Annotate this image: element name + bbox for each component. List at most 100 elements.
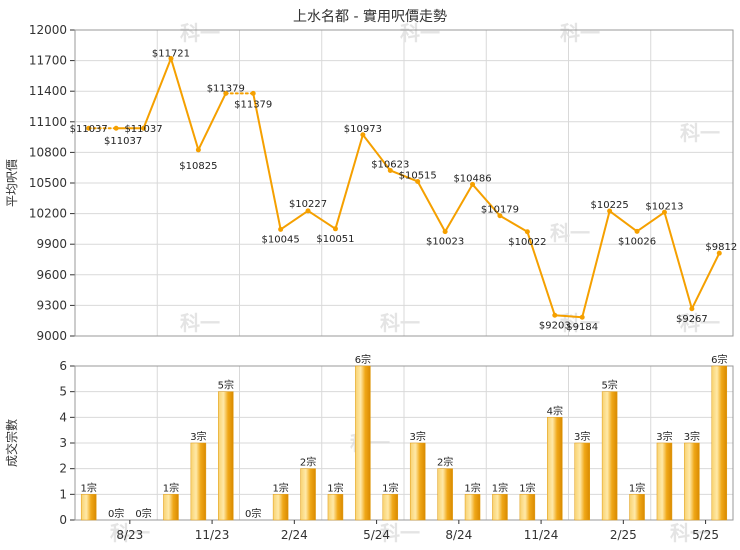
volume-bar (519, 494, 536, 521)
y-tick-label-top: 11400 (29, 84, 67, 98)
volume-data-label: 1宗 (272, 481, 288, 494)
watermark: 科一 (380, 311, 420, 335)
price-point (661, 209, 667, 215)
price-data-label: $11379 (207, 83, 245, 94)
volume-data-label: 4宗 (547, 404, 563, 417)
watermark: 科一 (670, 521, 710, 545)
price-point (497, 213, 503, 219)
x-tick-label: 11/24 (524, 528, 559, 542)
price-point (552, 312, 558, 318)
price-line-segment (307, 209, 337, 230)
price-data-label: $9267 (676, 314, 708, 325)
volume-bar (711, 365, 728, 521)
price-point (716, 250, 722, 256)
price-point (86, 125, 92, 131)
price-line-segment (498, 214, 529, 233)
price-data-label: $10023 (426, 237, 464, 248)
price-data-label: $10022 (508, 237, 546, 248)
price-line-segment (581, 210, 611, 319)
watermark: 科一 (560, 21, 600, 45)
price-data-label: $10623 (371, 159, 409, 170)
price-data-label: $11379 (234, 99, 272, 110)
price-point (470, 181, 476, 187)
price-line-segment (252, 92, 282, 231)
volume-bar (382, 494, 399, 521)
volume-bar (464, 494, 481, 521)
y-tick-label-bottom: 4 (59, 410, 67, 424)
price-point (689, 306, 695, 312)
price-data-label: $11721 (152, 48, 190, 59)
price-data-label: $10051 (316, 234, 354, 245)
y-tick-label-top: 9600 (36, 268, 67, 282)
price-data-label: $11037 (124, 124, 162, 135)
price-line-segment (471, 183, 501, 217)
price-line-segment (334, 133, 364, 230)
price-line-segment (526, 230, 556, 317)
volume-data-label: 3宗 (190, 430, 206, 443)
volume-data-label: 5宗 (218, 379, 234, 392)
price-point (634, 228, 640, 234)
volume-data-label: 3宗 (574, 430, 590, 443)
price-line-segment (142, 57, 172, 130)
volume-bar (547, 417, 563, 521)
price-point (332, 226, 338, 232)
volume-data-label: 1宗 (492, 481, 508, 494)
volume-data-label: 1宗 (327, 481, 343, 494)
watermark: 科一 (560, 311, 600, 335)
volume-data-label: 1宗 (464, 481, 480, 494)
volume-data-label: 1宗 (163, 481, 179, 494)
price-data-label: $10225 (591, 200, 629, 211)
y-tick-label-bottom: 0 (59, 513, 67, 527)
price-point (579, 314, 585, 320)
x-tick-label: 5/24 (363, 528, 390, 542)
price-line-segment (608, 210, 639, 233)
watermark: 科一 (550, 221, 590, 245)
volume-bar (409, 442, 426, 521)
price-point (442, 229, 448, 235)
x-tick-label: 8/24 (445, 528, 472, 542)
price-point (607, 208, 613, 214)
y-tick-label-bottom: 1 (59, 487, 67, 501)
volume-bar (601, 391, 618, 521)
x-tick-label: 8/23 (116, 528, 143, 542)
y-tick-label-top: 11700 (29, 54, 67, 68)
price-point (223, 90, 229, 96)
price-data-label: $9184 (566, 322, 598, 333)
watermark: 科一 (680, 311, 720, 335)
volume-bar (629, 494, 645, 521)
x-tick-label: 2/25 (610, 528, 637, 542)
y-tick-label-bottom: 2 (59, 462, 67, 476)
y-tick-label-bottom: 6 (59, 359, 67, 373)
x-tick-label: 2/24 (281, 528, 308, 542)
price-data-label: $9812 (705, 242, 737, 253)
volume-bar (327, 494, 344, 521)
volume-data-label: 0宗 (135, 507, 151, 520)
y-tick-label-top: 12000 (29, 23, 67, 37)
price-point (141, 125, 147, 131)
volume-bar (684, 442, 700, 521)
watermark: 科一 (400, 21, 440, 45)
volume-data-label: 3宗 (684, 430, 700, 443)
volume-bar (656, 442, 673, 521)
y-tick-label-top: 10500 (29, 176, 67, 190)
watermark: 科一 (180, 311, 220, 335)
volume-data-label: 0宗 (108, 507, 124, 520)
price-data-label: $10045 (262, 234, 300, 245)
price-data-label: $9203 (539, 320, 571, 331)
volume-data-label: 0宗 (245, 507, 261, 520)
y-tick-label-top: 9900 (36, 237, 67, 251)
price-line-segment (169, 57, 200, 151)
price-line-segment (361, 133, 392, 172)
price-data-label: $10825 (179, 161, 217, 172)
volume-bar (492, 494, 508, 521)
x-tick-label: 5/25 (692, 528, 719, 542)
price-point (360, 132, 366, 138)
y-tick-label-top: 10200 (29, 207, 67, 221)
price-line-segment (389, 169, 419, 183)
volume-data-label: 2宗 (300, 456, 316, 469)
volume-bar (80, 494, 97, 521)
price-point (387, 167, 393, 173)
volume-data-label: 6宗 (355, 353, 371, 366)
